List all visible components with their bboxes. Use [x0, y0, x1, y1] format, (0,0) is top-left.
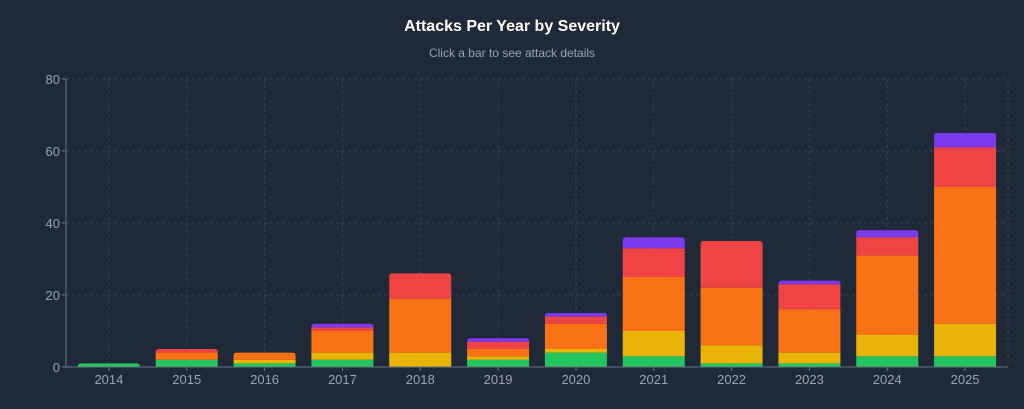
- bar-segment-2022-3[interactable]: [700, 241, 763, 288]
- bar-segment-2021-3[interactable]: [622, 248, 685, 277]
- bar-segment-2021-2[interactable]: [622, 277, 685, 331]
- bar-segment-2022-1[interactable]: [700, 345, 763, 364]
- bar-segment-2018-2[interactable]: [389, 298, 452, 353]
- bar-segment-2024-4[interactable]: [856, 230, 919, 238]
- bar-segment-2021-1[interactable]: [622, 331, 685, 357]
- bar-segment-2017-2[interactable]: [311, 331, 374, 353]
- bar-segment-2022-0[interactable]: [700, 363, 763, 367]
- bar-segment-2025-0[interactable]: [934, 356, 997, 367]
- bar-segment-2020-0[interactable]: [544, 352, 607, 367]
- bar-segment-2016-1[interactable]: [233, 359, 296, 364]
- bar-segment-2019-4[interactable]: [467, 338, 530, 342]
- bar-segment-2025-1[interactable]: [934, 323, 997, 357]
- bar-segment-2018-3[interactable]: [389, 273, 452, 299]
- bar-segment-2017-3[interactable]: [311, 327, 374, 331]
- bar-segment-2024-0[interactable]: [856, 356, 919, 367]
- bar-segment-2017-0[interactable]: [311, 359, 374, 367]
- bar-segment-2018-1[interactable]: [389, 352, 452, 367]
- bar-segment-2017-4[interactable]: [311, 323, 374, 328]
- bar-segment-2024-1[interactable]: [856, 334, 919, 357]
- bar-segment-2023-0[interactable]: [778, 363, 841, 367]
- y-tick-label: 60: [46, 144, 60, 159]
- bar-segment-2019-1[interactable]: [467, 356, 530, 360]
- bar-segment-2020-2[interactable]: [544, 323, 607, 349]
- bar-segment-2024-2[interactable]: [856, 255, 919, 335]
- bar-segment-2020-3[interactable]: [544, 316, 607, 324]
- x-tick-label: 2023: [795, 372, 824, 387]
- x-tick-label: 2020: [561, 372, 590, 387]
- bar-segment-2017-1[interactable]: [311, 352, 374, 360]
- bar-segment-2020-4[interactable]: [544, 313, 607, 317]
- x-tick-label: 2015: [172, 372, 201, 387]
- bar-segment-2019-0[interactable]: [467, 359, 530, 367]
- bar-segment-2021-4[interactable]: [622, 237, 685, 249]
- y-tick-label: 40: [46, 216, 60, 231]
- bar-segment-2015-2[interactable]: [155, 352, 218, 360]
- x-tick-label: 2016: [250, 372, 279, 387]
- bar-segment-2023-2[interactable]: [778, 309, 841, 353]
- bar-segment-2025-3[interactable]: [934, 147, 997, 187]
- bar-segment-2016-2[interactable]: [233, 352, 296, 360]
- bar-segment-2019-2[interactable]: [467, 349, 530, 357]
- bar-segment-2024-3[interactable]: [856, 237, 919, 256]
- chart-subtitle: Click a bar to see attack details: [428, 46, 596, 60]
- bar-segment-2020-1[interactable]: [544, 349, 607, 353]
- x-tick-label: 2025: [951, 372, 980, 387]
- bar-segment-2021-0[interactable]: [622, 356, 685, 367]
- x-tick-label: 2017: [328, 372, 357, 387]
- bar-segment-2025-2[interactable]: [934, 187, 997, 324]
- y-tick-label: 0: [53, 360, 60, 375]
- x-tick-label: 2022: [717, 372, 746, 387]
- bar-segment-2014-0[interactable]: [77, 363, 140, 367]
- bar-segment-2022-2[interactable]: [700, 287, 763, 346]
- y-tick-label: 20: [46, 288, 60, 303]
- x-tick-label: 2018: [406, 372, 435, 387]
- x-tick-label: 2019: [484, 372, 513, 387]
- bar-segment-2023-4[interactable]: [778, 280, 841, 285]
- bar-segment-2023-1[interactable]: [778, 352, 841, 364]
- bar-segment-2019-3[interactable]: [467, 341, 530, 349]
- x-tick-label: 2021: [639, 372, 668, 387]
- x-tick-label: 2024: [873, 372, 902, 387]
- bar-segment-2016-0[interactable]: [233, 363, 296, 367]
- chart-title: Attacks Per Year by Severity: [404, 18, 620, 35]
- y-tick-label: 80: [46, 72, 60, 87]
- x-tick-label: 2014: [94, 372, 123, 387]
- bar-segment-2023-3[interactable]: [778, 284, 841, 310]
- bar-segment-2025-4[interactable]: [934, 133, 997, 148]
- bar-segment-2015-3[interactable]: [155, 349, 218, 353]
- bar-segment-2015-0[interactable]: [155, 359, 218, 367]
